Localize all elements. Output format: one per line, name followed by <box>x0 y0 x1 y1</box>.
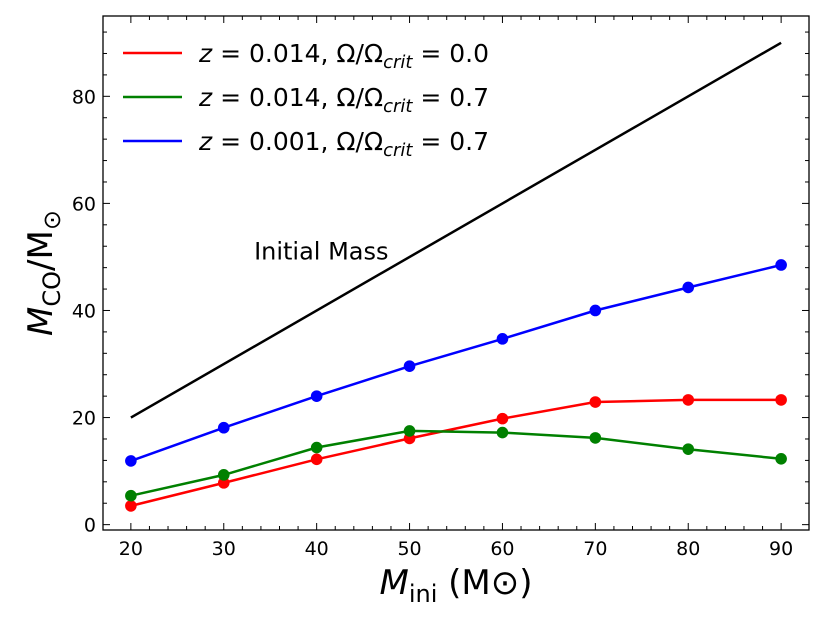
x-axis-title: Mini (M⊙) <box>379 563 532 608</box>
green-legend-label: z = 0.014, Ω/Ωcrit = 0.7 <box>198 83 489 117</box>
blue-data-point <box>682 281 695 294</box>
green-data-point <box>403 425 416 437</box>
series-layer <box>125 41 787 512</box>
y-tick-label: 60 <box>72 193 96 215</box>
blue-data-point <box>775 259 787 271</box>
red-data-point <box>125 500 137 512</box>
blue-series-line <box>130 263 782 463</box>
y-axis-title: MCO/M⊙ <box>21 210 66 336</box>
green-data-point <box>496 426 509 439</box>
green-data-point <box>310 441 323 454</box>
green-data-point <box>775 452 787 465</box>
y-tick-label: 40 <box>72 300 96 322</box>
plot-frame <box>102 15 810 531</box>
red-data-point <box>589 396 602 408</box>
blue-data-point <box>310 390 323 402</box>
red-data-point <box>496 412 509 425</box>
blue-data-point <box>589 304 602 317</box>
green-data-point <box>217 469 230 481</box>
red-data-point <box>217 477 230 489</box>
x-tick-label: 20 <box>119 538 143 560</box>
y-tick-label: 20 <box>72 408 96 430</box>
initial-mass-annotation: Initial Mass <box>254 238 388 266</box>
red-data-point <box>682 394 695 406</box>
green-data-point <box>682 443 695 455</box>
red-data-point <box>310 453 323 466</box>
red-data-point <box>775 394 787 406</box>
x-tick-label: 70 <box>583 538 607 560</box>
legend: z = 0.014, Ω/Ωcrit = 0.0 z = 0.014, Ω/Ωcr… <box>123 39 489 161</box>
x-tick-label: 80 <box>676 538 700 560</box>
x-tick-label: 50 <box>397 538 421 560</box>
x-tick-label: 30 <box>212 538 236 560</box>
initial-mass-series-line <box>130 41 782 419</box>
green-data-point <box>589 432 602 444</box>
blue-data-point <box>496 333 509 345</box>
ticks-layer: 20 30 40 50 60 70 80 90 0 20 40 60 80 <box>72 16 809 560</box>
blue-data-point <box>217 421 230 434</box>
blue-data-point <box>403 360 416 372</box>
red-legend-label: z = 0.014, Ω/Ωcrit = 0.0 <box>198 39 489 73</box>
green-series-line <box>130 429 782 497</box>
x-tick-label: 60 <box>490 538 514 560</box>
y-tick-label: 80 <box>72 86 96 108</box>
annotations-layer: Initial Mass <box>254 238 388 266</box>
blue-legend-label: z = 0.001, Ω/Ωcrit = 0.7 <box>198 127 489 161</box>
green-data-point <box>125 489 137 502</box>
blue-data-point <box>125 455 137 467</box>
x-tick-label: 90 <box>769 538 793 560</box>
x-tick-label: 40 <box>305 538 329 560</box>
red-series-line <box>130 398 782 508</box>
y-tick-label: 0 <box>84 515 96 537</box>
